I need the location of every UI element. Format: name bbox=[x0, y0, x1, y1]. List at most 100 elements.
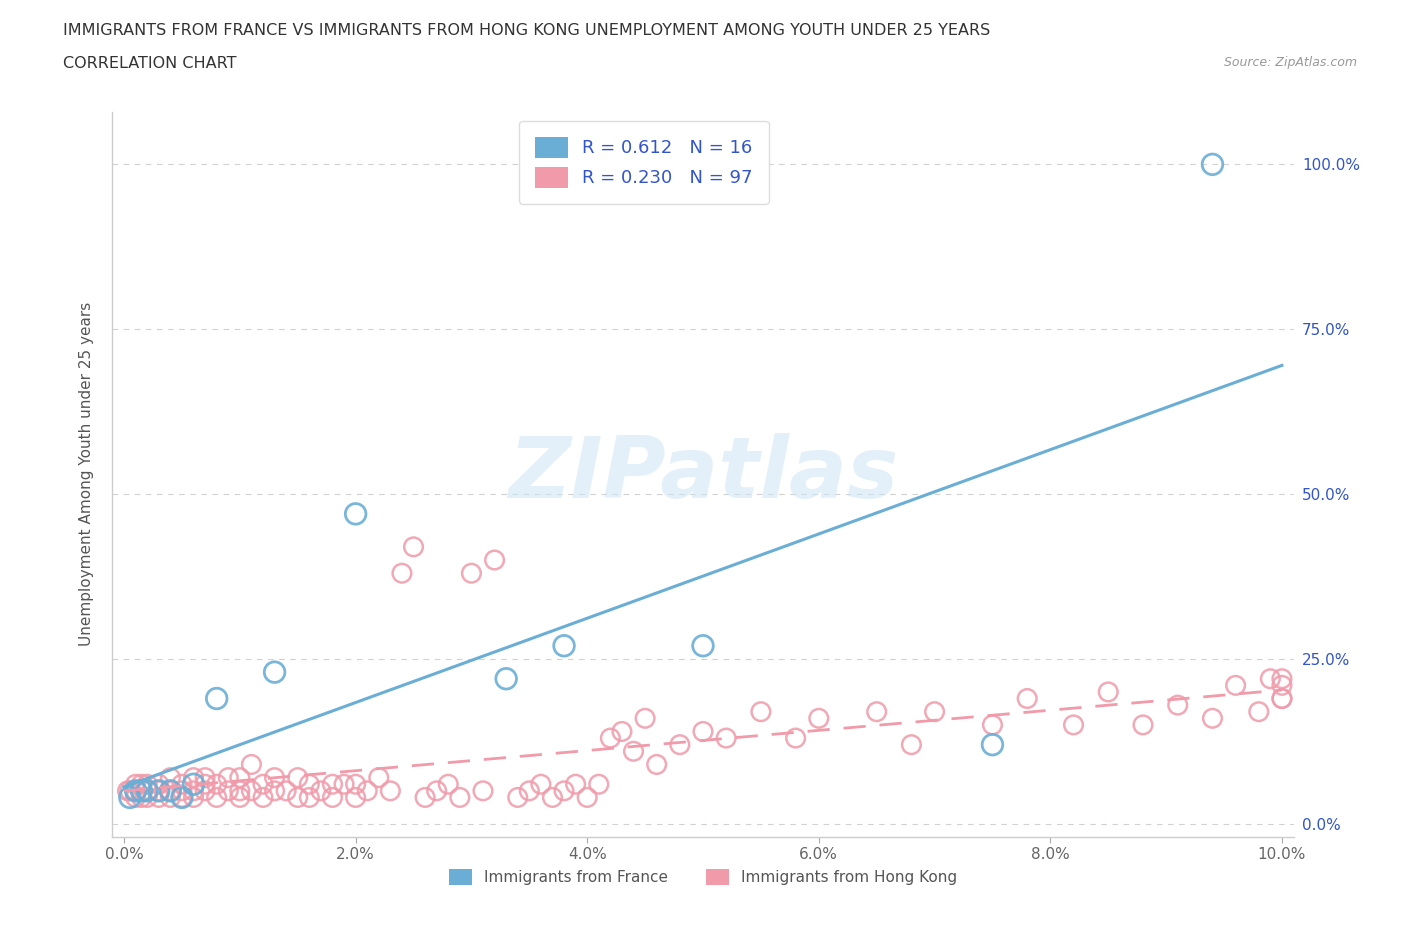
Point bbox=[402, 539, 425, 554]
Point bbox=[298, 790, 321, 804]
Point bbox=[1201, 711, 1223, 725]
Point bbox=[564, 777, 586, 791]
Point bbox=[287, 790, 309, 804]
Point bbox=[449, 790, 471, 804]
Point bbox=[124, 783, 146, 798]
Point bbox=[588, 777, 610, 791]
Point bbox=[183, 770, 205, 785]
Point bbox=[148, 783, 170, 798]
Point bbox=[148, 790, 170, 804]
Point bbox=[217, 783, 239, 798]
Point bbox=[1225, 678, 1247, 693]
Point bbox=[263, 783, 285, 798]
Point bbox=[634, 711, 657, 725]
Point bbox=[333, 777, 356, 791]
Point bbox=[229, 790, 252, 804]
Point bbox=[517, 783, 540, 798]
Point bbox=[460, 565, 482, 580]
Point bbox=[131, 777, 153, 791]
Point bbox=[159, 783, 181, 798]
Point bbox=[136, 790, 159, 804]
Legend: Immigrants from France, Immigrants from Hong Kong: Immigrants from France, Immigrants from … bbox=[443, 863, 963, 891]
Point bbox=[924, 704, 946, 719]
Point bbox=[136, 783, 159, 798]
Point bbox=[599, 731, 621, 746]
Point bbox=[367, 770, 389, 785]
Point bbox=[194, 783, 217, 798]
Point bbox=[252, 790, 274, 804]
Point bbox=[321, 790, 343, 804]
Point bbox=[252, 777, 274, 791]
Point bbox=[380, 783, 402, 798]
Point bbox=[124, 783, 146, 798]
Point bbox=[900, 737, 922, 752]
Point bbox=[131, 783, 153, 798]
Point bbox=[131, 790, 153, 804]
Point bbox=[692, 724, 714, 739]
Point bbox=[1097, 684, 1119, 699]
Point bbox=[553, 638, 575, 653]
Point bbox=[276, 783, 298, 798]
Point bbox=[506, 790, 529, 804]
Point bbox=[205, 790, 228, 804]
Point bbox=[148, 777, 170, 791]
Point bbox=[981, 737, 1004, 752]
Point bbox=[391, 565, 413, 580]
Point bbox=[541, 790, 564, 804]
Point bbox=[194, 770, 217, 785]
Point bbox=[118, 790, 141, 804]
Text: CORRELATION CHART: CORRELATION CHART bbox=[63, 56, 236, 71]
Point bbox=[692, 638, 714, 653]
Point bbox=[205, 691, 228, 706]
Point bbox=[495, 671, 517, 686]
Point bbox=[1247, 704, 1270, 719]
Text: Source: ZipAtlas.com: Source: ZipAtlas.com bbox=[1223, 56, 1357, 69]
Point bbox=[298, 777, 321, 791]
Point bbox=[344, 790, 367, 804]
Point bbox=[669, 737, 692, 752]
Point bbox=[1132, 717, 1154, 732]
Point bbox=[576, 790, 599, 804]
Point bbox=[205, 777, 228, 791]
Point bbox=[136, 777, 159, 791]
Point bbox=[1271, 671, 1294, 686]
Point bbox=[645, 757, 668, 772]
Point bbox=[229, 770, 252, 785]
Point bbox=[1017, 691, 1039, 706]
Point bbox=[263, 770, 285, 785]
Point bbox=[1271, 678, 1294, 693]
Point bbox=[1201, 157, 1223, 172]
Point bbox=[356, 783, 378, 798]
Point bbox=[530, 777, 553, 791]
Point bbox=[866, 704, 889, 719]
Point bbox=[714, 731, 737, 746]
Text: ZIPatlas: ZIPatlas bbox=[508, 432, 898, 516]
Point bbox=[170, 790, 193, 804]
Point bbox=[472, 783, 495, 798]
Point bbox=[749, 704, 772, 719]
Point bbox=[194, 777, 217, 791]
Point bbox=[309, 783, 332, 798]
Point bbox=[229, 783, 252, 798]
Point bbox=[183, 783, 205, 798]
Point bbox=[159, 783, 181, 798]
Point bbox=[124, 790, 146, 804]
Point bbox=[321, 777, 343, 791]
Point bbox=[484, 552, 506, 567]
Point bbox=[1271, 691, 1294, 706]
Point bbox=[159, 790, 181, 804]
Point bbox=[807, 711, 830, 725]
Point bbox=[1063, 717, 1085, 732]
Point bbox=[437, 777, 460, 791]
Point bbox=[263, 665, 285, 680]
Point bbox=[159, 770, 181, 785]
Point bbox=[287, 770, 309, 785]
Point bbox=[623, 744, 645, 759]
Point bbox=[124, 777, 146, 791]
Point bbox=[1271, 691, 1294, 706]
Point bbox=[117, 783, 139, 798]
Point bbox=[413, 790, 436, 804]
Point bbox=[553, 783, 575, 798]
Point bbox=[240, 757, 263, 772]
Point bbox=[344, 507, 367, 522]
